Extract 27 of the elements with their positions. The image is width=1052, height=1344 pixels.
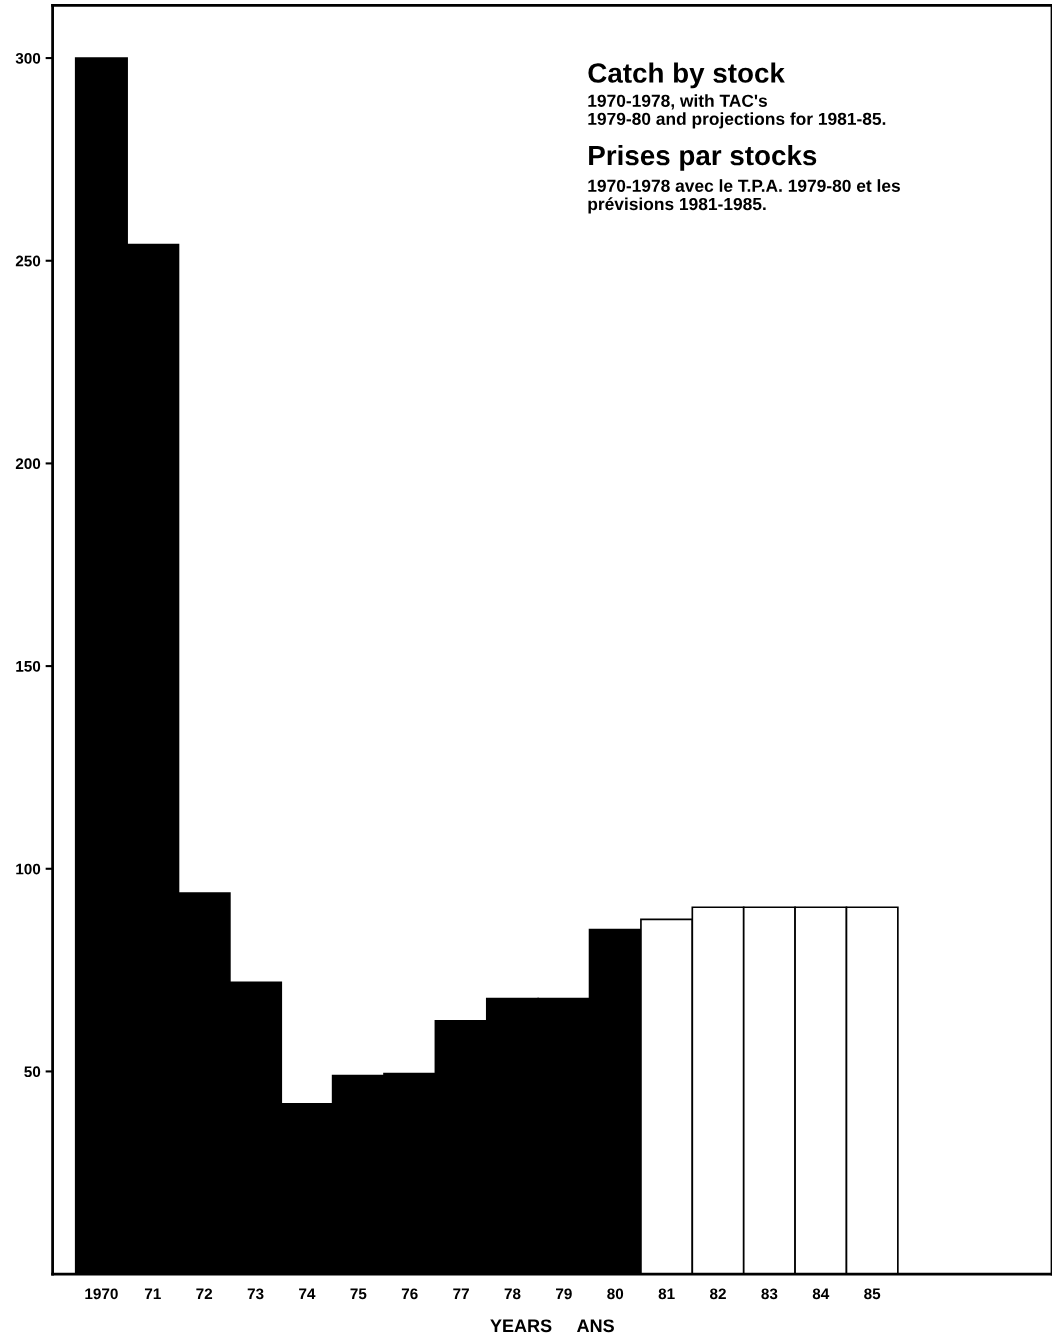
annotation: 1970-1978 avec le T.P.A. 1979-80 et les prévisions 1981-1985. [588,179,900,214]
y-tick-label: 200 [15,458,41,470]
x-tick-label: 82 [710,1288,726,1300]
y-tick-label: 150 [16,660,41,672]
annotation: Prises par stocks [589,144,817,171]
x-axis-title: YEARS ANS [490,1319,614,1333]
y-tick-label: 50 [24,1066,41,1078]
x-tick-label: 79 [556,1288,572,1300]
x-tick-label: 81 [658,1288,675,1300]
y-tick-label: 300 [15,52,41,64]
x-tick-label: 84 [812,1288,830,1300]
y-tick-label: 100 [16,863,41,875]
x-tick-label: 74 [299,1288,316,1300]
x-tick-label: 71 [144,1288,161,1300]
x-tick-label: 77 [453,1288,469,1300]
x-tick-label: 80 [607,1288,624,1300]
text: 1970-1978, with TAC's 1979-80 and projections for 1981-85. [588,94,886,129]
text: Catch by stock [588,62,785,89]
x-tick-label: 73 [247,1288,264,1300]
x-tick-label: 83 [761,1288,778,1300]
x-tick-label: 76 [401,1288,418,1300]
y-tick-label: 250 [15,255,41,267]
x-tick-label: 75 [350,1288,367,1300]
x-tick-label: 72 [196,1288,213,1300]
x-tick-label: 78 [504,1288,521,1300]
x-tick-label: 1970 [85,1288,118,1300]
x-tick-label: 85 [864,1288,881,1300]
